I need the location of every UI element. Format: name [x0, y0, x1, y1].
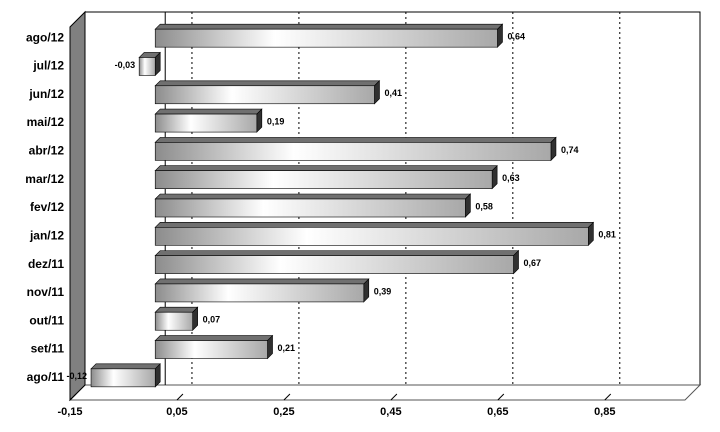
value-label: 0,07	[203, 315, 221, 325]
value-label: 0,41	[384, 88, 402, 98]
bar-top	[154, 306, 199, 313]
bar	[154, 85, 375, 105]
x-tick-label: 0,05	[166, 406, 187, 418]
bar	[154, 28, 498, 48]
bar-top	[154, 222, 595, 228]
bar	[154, 283, 365, 303]
y-tick-label: dez/11	[28, 257, 64, 271]
value-label: 0,21	[278, 343, 296, 353]
floor	[68, 384, 702, 401]
bar	[154, 198, 466, 218]
y-tick-label: mar/12	[25, 172, 64, 186]
tick-mark	[69, 393, 77, 401]
x-tick-label: -0,15	[57, 406, 82, 418]
tick-mark	[604, 393, 612, 401]
bar-top	[154, 137, 557, 143]
value-label: -0,12	[67, 371, 88, 381]
bar-top	[154, 23, 504, 30]
tick-mark	[176, 393, 184, 401]
bar-top	[154, 250, 520, 256]
bar	[90, 368, 156, 388]
bar	[154, 113, 258, 133]
x-tick-label: 0,25	[273, 406, 294, 418]
value-label: 0,81	[598, 230, 616, 240]
bar-top	[154, 193, 472, 200]
x-tick-label: 0,85	[594, 406, 615, 418]
y-tick-label: fev/12	[30, 200, 64, 214]
tick-mark	[283, 393, 291, 401]
y-tick-label: abr/12	[29, 144, 65, 158]
value-label: 0,39	[374, 286, 392, 296]
bar	[154, 142, 552, 161]
value-label: 0,67	[524, 258, 542, 268]
bar-top	[154, 108, 263, 115]
bar	[154, 170, 493, 189]
bar-top	[154, 335, 274, 341]
bar	[154, 227, 589, 246]
bar-top	[154, 165, 498, 171]
side-wall	[69, 10, 86, 402]
y-tick-label: jul/12	[32, 59, 64, 73]
bar-top	[154, 278, 370, 285]
y-tick-label: ago/12	[26, 30, 64, 44]
y-tick-label: mai/12	[27, 115, 65, 129]
bar-top	[154, 80, 381, 87]
bar-top	[90, 363, 161, 370]
value-label: 0,74	[561, 145, 579, 155]
bar	[154, 340, 268, 359]
y-tick-label: set/11	[31, 342, 65, 356]
value-label: 0,19	[267, 116, 285, 126]
value-label: 0,58	[475, 201, 493, 211]
y-tick-label: out/11	[29, 313, 64, 327]
y-tick-label: jan/12	[29, 228, 64, 242]
value-label: 0,63	[502, 173, 520, 183]
y-tick-label: jun/12	[28, 87, 64, 101]
bar	[154, 311, 193, 331]
bar	[138, 57, 156, 76]
y-tick-label: ago/11	[27, 370, 65, 384]
x-tick-label: 0,45	[380, 406, 401, 418]
tick-mark	[497, 393, 505, 401]
x-tick-label: 0,65	[487, 406, 508, 418]
y-tick-label: nov/11	[27, 285, 65, 299]
value-label: -0,03	[115, 60, 136, 70]
tick-mark	[390, 393, 398, 401]
bar	[154, 255, 514, 274]
value-label: 0,64	[507, 32, 525, 42]
